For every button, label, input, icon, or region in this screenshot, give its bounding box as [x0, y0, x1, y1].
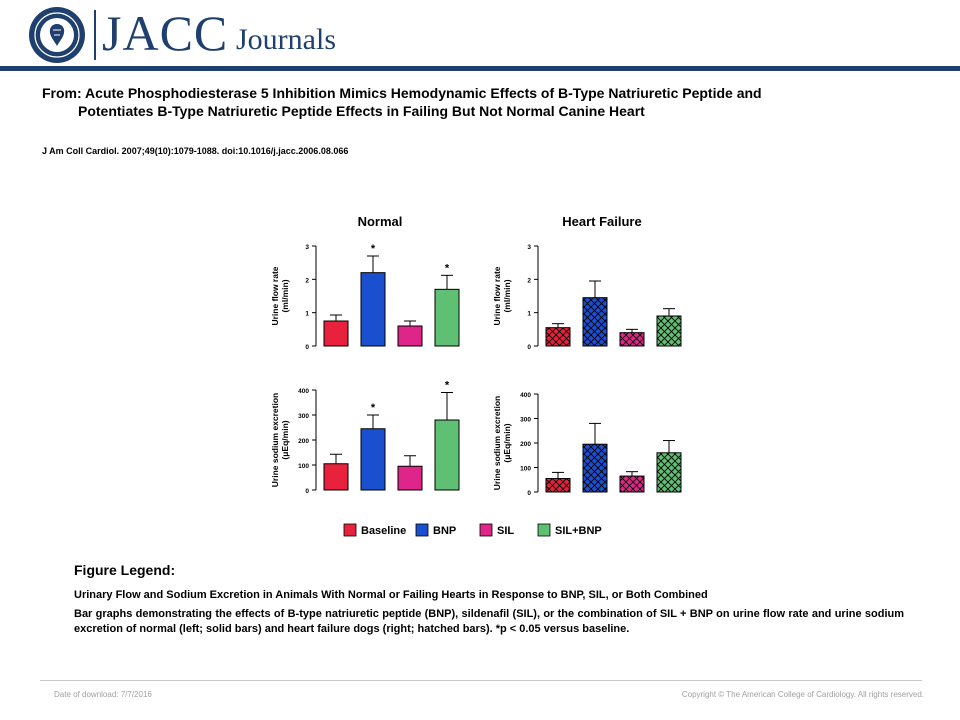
- bar-sil-plus-bnp: *: [434, 380, 460, 491]
- y-tick-label: 2: [527, 277, 531, 284]
- legend-item: BNP: [415, 523, 456, 537]
- footer-divider: [40, 680, 922, 681]
- y-tick-label: 300: [298, 413, 309, 420]
- y-axis-label: (μEq/min): [280, 420, 290, 459]
- header-bar: [0, 66, 960, 71]
- bar: [434, 288, 460, 347]
- legend-swatch: [415, 523, 429, 537]
- bar-hatch: [546, 478, 570, 492]
- significance-marker: *: [445, 380, 450, 392]
- y-axis-label: (μEq/min): [502, 423, 512, 462]
- figure-legend-heading: Figure Legend:: [74, 562, 176, 578]
- bar-bnp: *: [360, 243, 386, 347]
- y-tick-label: 200: [298, 438, 309, 445]
- y-tick-label: 100: [298, 463, 309, 470]
- brand-name: JACC: [102, 5, 229, 61]
- bar: [323, 463, 349, 491]
- copyright-notice: Copyright © The American College of Card…: [681, 690, 924, 699]
- y-axis-label: Urine sodium excretion: [270, 393, 280, 487]
- legend-label: SIL: [497, 525, 514, 537]
- y-axis-label: (ml/min): [280, 279, 290, 312]
- y-axis-label: (ml/min): [502, 279, 512, 312]
- bar-hatch: [657, 452, 681, 492]
- y-axis-label: Urine flow rate: [492, 266, 502, 325]
- bar-hatch: [620, 332, 644, 346]
- panel-title: Heart Failure: [562, 214, 641, 229]
- y-tick-label: 400: [298, 388, 309, 395]
- y-tick-label: 300: [520, 417, 531, 424]
- acc-seal-logo: [29, 7, 85, 63]
- bar-sil: [397, 320, 423, 347]
- significance-marker: *: [371, 402, 376, 414]
- legend-item: SIL: [479, 523, 514, 537]
- y-tick-label: 400: [520, 392, 531, 399]
- article-title: From: Acute Phosphodiesterase 5 Inhibiti…: [42, 84, 902, 120]
- y-tick-label: 0: [305, 488, 309, 495]
- bar-hatch: [583, 297, 607, 346]
- bar-hatch: [583, 444, 607, 492]
- y-tick-label: 1: [527, 311, 531, 318]
- panel-title: Normal: [358, 214, 403, 229]
- bar-sil-plus-bnp: [656, 308, 682, 347]
- bar-baseline: [323, 314, 349, 347]
- legend-label: BNP: [433, 525, 456, 537]
- citation: J Am Coll Cardiol. 2007;49(10):1079-1088…: [42, 146, 349, 156]
- legend-item: SIL+BNP: [537, 523, 602, 537]
- figure-legend-subtitle: Urinary Flow and Sodium Excretion in Ani…: [74, 589, 708, 601]
- y-tick-label: 3: [527, 244, 531, 251]
- bar: [323, 320, 349, 347]
- legend-item: Baseline: [343, 523, 406, 537]
- bar-bnp: [582, 280, 608, 347]
- bar-baseline: [323, 453, 349, 491]
- figure-legend-body: Bar graphs demonstrating the effects of …: [74, 608, 904, 635]
- bar-hatch: [620, 476, 644, 492]
- bar-sil: [619, 328, 645, 347]
- bar-baseline: [545, 471, 571, 493]
- y-tick-label: 100: [520, 466, 531, 473]
- bar-bnp: [582, 422, 608, 493]
- brand-divider: [94, 10, 96, 60]
- download-date: Date of download: 7/7/2016: [54, 690, 152, 699]
- y-tick-label: 2: [305, 277, 309, 284]
- legend-swatch: [537, 523, 551, 537]
- bar-hatch: [546, 327, 570, 346]
- chart-panel-2: Heart Failure Urine flow rate (ml/min) 0 1 2 3: [492, 214, 682, 351]
- header: JACC Journals: [0, 0, 960, 66]
- bar: [397, 325, 423, 347]
- bar-sil-plus-bnp: [656, 440, 682, 493]
- bar-sil: [619, 471, 645, 493]
- bar: [360, 428, 386, 491]
- chart-panel-4: Urine sodium excretion (μEq/min) 0 100 200 30…: [492, 392, 682, 497]
- y-tick-label: 0: [527, 344, 531, 351]
- significance-marker: *: [445, 262, 450, 274]
- y-tick-label: 200: [520, 441, 531, 448]
- bar: [434, 419, 460, 491]
- bar: [360, 272, 386, 347]
- chart-panel-3: Urine sodium excretion (μEq/min) 0 100 200 30…: [270, 380, 460, 495]
- y-tick-label: 1: [305, 311, 309, 318]
- y-tick-label: 0: [305, 344, 309, 351]
- bar-bnp: *: [360, 402, 386, 491]
- bar-hatch: [657, 316, 681, 346]
- bar-baseline: [545, 323, 571, 347]
- chart-legend: Baseline BNP SIL SIL+BNP: [343, 523, 602, 537]
- bar: [397, 465, 423, 491]
- significance-marker: *: [371, 243, 376, 255]
- legend-label: Baseline: [361, 525, 406, 537]
- y-tick-label: 0: [527, 490, 531, 497]
- bar-sil: [397, 455, 423, 491]
- title-line-1: Acute Phosphodiesterase 5 Inhibition Mim…: [85, 85, 762, 101]
- title-line-2: Potentiates B-Type Natriuretic Peptide E…: [78, 103, 645, 119]
- legend-swatch: [479, 523, 493, 537]
- legend-label: SIL+BNP: [555, 525, 602, 537]
- chart-panel-1: Normal Urine flow rate (ml/min) 0 1 2 3 * *: [270, 214, 460, 351]
- from-label: From:: [42, 85, 86, 101]
- brand-journals: Journals: [236, 23, 336, 56]
- y-axis-label: Urine sodium excretion: [492, 396, 502, 490]
- bar-sil-plus-bnp: *: [434, 262, 460, 347]
- y-tick-label: 3: [305, 244, 309, 251]
- y-axis-label: Urine flow rate: [270, 266, 280, 325]
- legend-swatch: [343, 523, 357, 537]
